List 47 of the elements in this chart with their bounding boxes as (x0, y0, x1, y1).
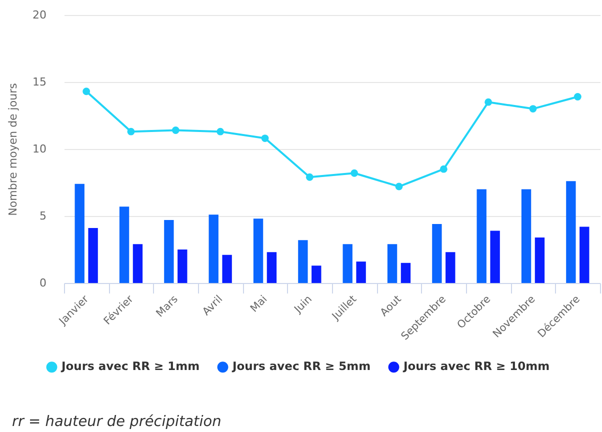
bar (164, 220, 174, 283)
bar (476, 189, 486, 283)
text: rr = hauteur de précipitation (12, 414, 222, 430)
bar (534, 237, 545, 283)
point (172, 126, 180, 134)
bar (432, 224, 442, 283)
bar (356, 262, 366, 283)
bar (521, 189, 532, 283)
bar (312, 266, 322, 283)
bar (387, 244, 398, 283)
bar (400, 262, 411, 283)
bar (580, 226, 590, 283)
bar (253, 218, 264, 283)
point (440, 165, 448, 173)
point (395, 182, 403, 190)
point (127, 128, 135, 136)
bar (266, 252, 277, 283)
bar (298, 240, 308, 283)
point (350, 169, 358, 177)
y-tick-label: 10 (32, 142, 46, 156)
legend-label: Jours avec RR ≥ 10mm (402, 359, 550, 374)
y-tick-label: 15 (32, 76, 46, 88)
y-tick-label: 0 (40, 276, 46, 290)
point (574, 93, 582, 100)
point (261, 134, 269, 142)
bar (446, 252, 456, 283)
bar (566, 181, 576, 283)
x-tick-label: Mai (248, 293, 270, 315)
legend-label: Jours avec RR ≥ 1mm (60, 359, 200, 374)
bar (88, 228, 98, 283)
bar (490, 230, 500, 283)
bar (342, 244, 352, 283)
point (216, 128, 224, 136)
bar (119, 206, 130, 283)
bar (74, 184, 84, 283)
bar (208, 214, 218, 283)
point (306, 173, 314, 181)
bar (222, 254, 232, 283)
point (529, 105, 537, 112)
bar (178, 250, 188, 283)
legend-label: Jours avec RR ≥ 5mm (232, 359, 371, 374)
y-tick-label: 20 (32, 8, 46, 22)
point (82, 88, 90, 96)
y-tick-label: 5 (40, 210, 46, 222)
point (484, 98, 492, 106)
y-axis-title: Nombre moyen de jours (6, 82, 20, 216)
bar (132, 244, 143, 283)
